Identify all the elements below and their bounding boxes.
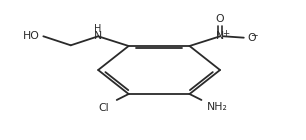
Text: HO: HO bbox=[23, 31, 40, 41]
Text: −: − bbox=[250, 31, 258, 40]
Text: N: N bbox=[94, 31, 102, 41]
Text: NH₂: NH₂ bbox=[207, 102, 228, 112]
Text: +: + bbox=[222, 29, 229, 38]
Text: Cl: Cl bbox=[99, 103, 110, 113]
Text: O: O bbox=[248, 33, 256, 43]
Text: N: N bbox=[216, 31, 224, 41]
Text: H: H bbox=[95, 24, 102, 34]
Text: O: O bbox=[216, 14, 224, 24]
